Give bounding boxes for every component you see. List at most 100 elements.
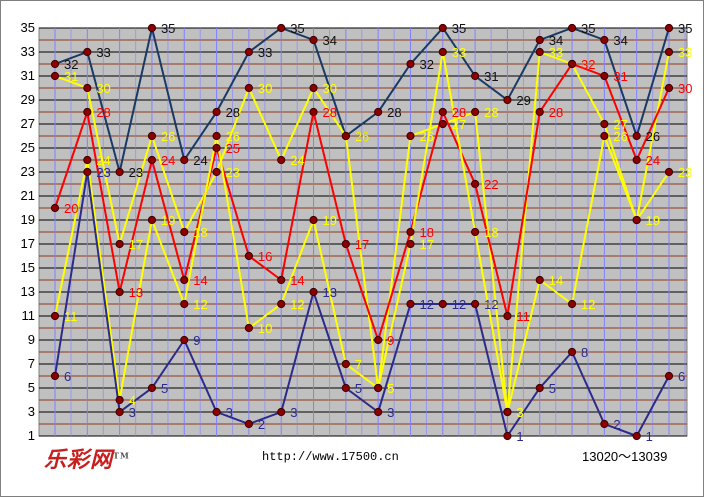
data-label: 11: [64, 309, 78, 324]
data-point: [277, 407, 286, 417]
data-point: [664, 371, 674, 381]
data-point: [567, 59, 577, 69]
data-point: [535, 107, 544, 117]
data-label: 26: [419, 129, 433, 144]
y-tick-label: 5: [28, 380, 35, 395]
data-point: [180, 227, 189, 237]
data-label: 26: [646, 129, 660, 144]
data-label: 31: [484, 69, 498, 84]
data-label: 30: [258, 81, 272, 96]
y-tick-label: 15: [21, 260, 35, 275]
data-label: 23: [226, 165, 240, 180]
data-label: 17: [419, 237, 433, 252]
data-point: [567, 347, 577, 357]
data-label: 5: [161, 381, 168, 396]
data-point: [83, 155, 92, 165]
data-point: [406, 299, 415, 309]
data-label: 35: [581, 21, 595, 36]
data-label: 28: [226, 105, 240, 120]
data-point: [147, 155, 157, 165]
data-label: 3: [129, 405, 136, 420]
data-point: [147, 131, 157, 141]
data-point: [535, 35, 544, 45]
data-label: 5: [355, 381, 362, 396]
data-label: 18: [484, 225, 498, 240]
data-label: 26: [613, 129, 627, 144]
data-point: [83, 167, 92, 177]
data-point: [277, 155, 286, 165]
data-label: 9: [387, 333, 394, 348]
data-label: 14: [549, 273, 563, 288]
data-label: 34: [323, 33, 337, 48]
data-label: 20: [64, 201, 78, 216]
data-label: 33: [549, 45, 563, 60]
data-label: 27: [452, 117, 466, 132]
data-label: 12: [581, 297, 595, 312]
data-label: 32: [581, 57, 595, 72]
data-point: [535, 275, 544, 285]
data-point: [438, 47, 447, 57]
data-point: [503, 311, 512, 321]
y-tick-label: 1: [28, 428, 35, 443]
y-tick-label: 9: [28, 332, 35, 347]
data-point: [471, 179, 480, 189]
data-point: [600, 71, 609, 81]
data-point: [471, 227, 480, 237]
data-label: 12: [419, 297, 433, 312]
data-point: [244, 323, 253, 333]
y-tick-label: 23: [21, 164, 35, 179]
data-point: [50, 59, 60, 69]
data-label: 19: [323, 213, 337, 228]
data-label: 30: [96, 81, 110, 96]
data-label: 35: [452, 21, 466, 36]
data-point: [600, 119, 609, 129]
data-label: 18: [193, 225, 207, 240]
data-point: [503, 431, 512, 441]
site-logo: 乐彩网TM: [44, 442, 130, 474]
data-label: 33: [452, 45, 466, 60]
data-label: 32: [419, 57, 433, 72]
data-label: 6: [64, 369, 71, 384]
data-point: [309, 35, 318, 45]
y-tick-label: 11: [22, 308, 36, 323]
data-label: 3: [290, 405, 297, 420]
data-label: 10: [258, 321, 272, 336]
data-label: 24: [290, 153, 304, 168]
y-tick-label: 21: [21, 188, 35, 203]
data-point: [212, 107, 221, 117]
data-label: 24: [161, 153, 175, 168]
data-label: 12: [484, 297, 498, 312]
data-point: [341, 239, 350, 249]
data-point: [147, 23, 157, 33]
data-point: [341, 383, 350, 393]
data-point: [277, 23, 286, 33]
data-label: 33: [96, 45, 110, 60]
series-layer: 3233233524283335342628323531293435342635…: [50, 21, 692, 444]
data-point: [50, 371, 60, 381]
y-tick-label: 25: [21, 140, 35, 155]
y-tick-label: 29: [21, 92, 35, 107]
data-label: 3: [516, 405, 523, 420]
data-point: [115, 239, 124, 249]
data-point: [632, 155, 641, 165]
data-point: [471, 107, 480, 117]
data-label: 31: [613, 69, 627, 84]
data-point: [567, 23, 577, 33]
data-point: [212, 143, 221, 153]
data-point: [83, 47, 92, 57]
data-point: [212, 131, 221, 141]
data-point: [406, 227, 415, 237]
data-label: 23: [129, 165, 143, 180]
data-point: [244, 47, 253, 57]
data-label: 35: [290, 21, 304, 36]
data-point: [664, 23, 674, 33]
data-point: [600, 35, 609, 45]
data-label: 27: [613, 117, 627, 132]
data-label: 33: [258, 45, 272, 60]
data-label: 8: [581, 345, 588, 360]
data-point: [374, 407, 383, 417]
data-point: [600, 131, 609, 141]
data-label: 32: [64, 57, 78, 72]
y-tick-label: 17: [21, 236, 35, 251]
